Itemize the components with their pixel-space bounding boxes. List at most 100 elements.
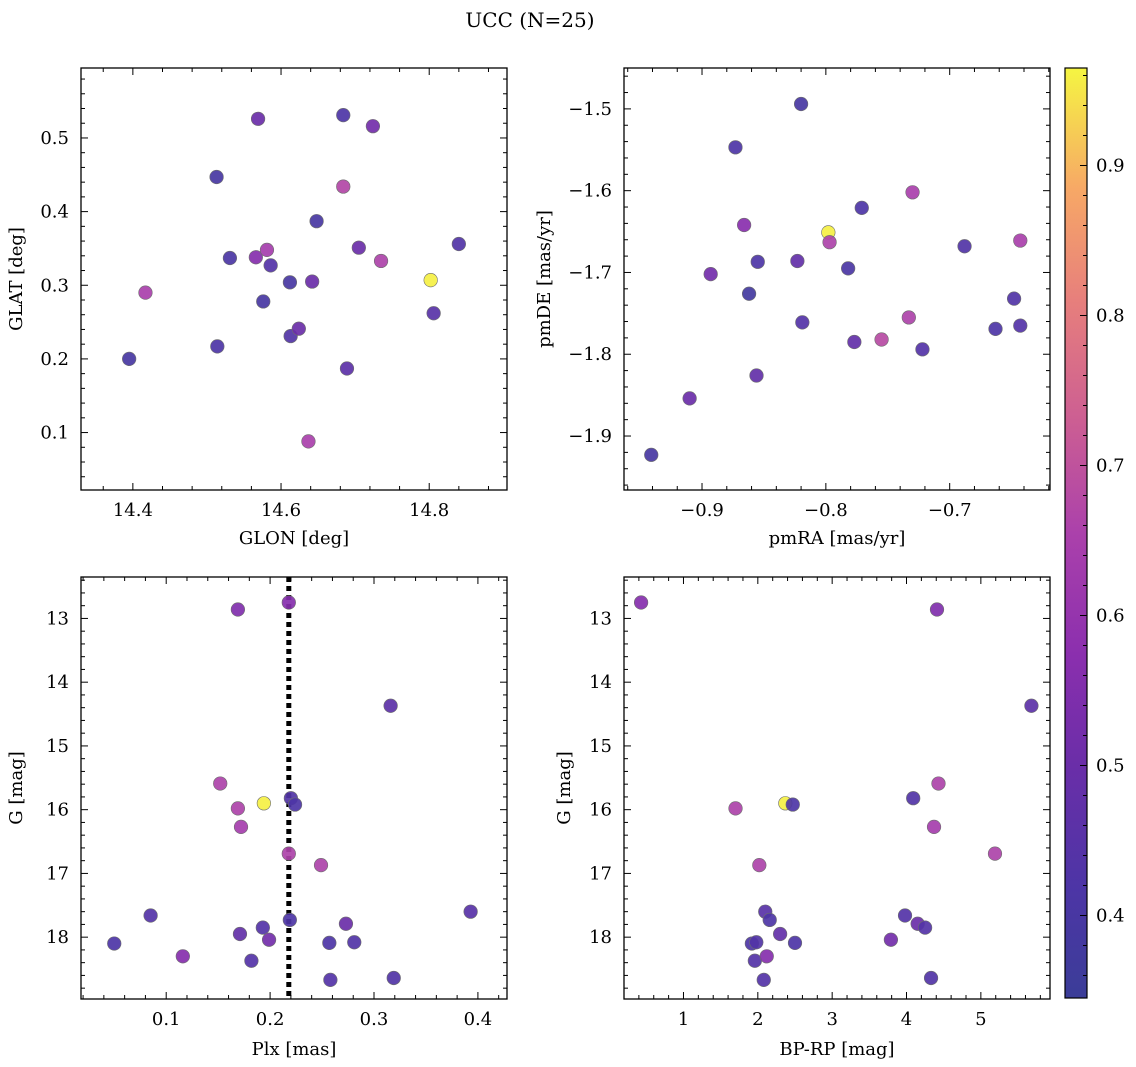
- colorbar-gradient: [1064, 67, 1088, 999]
- scatter-point: [854, 200, 869, 215]
- scatter-point: [749, 368, 764, 383]
- y-tick-label: 17: [589, 863, 612, 884]
- scatter-point: [281, 595, 296, 610]
- y-tick-label: 0.1: [40, 423, 69, 444]
- scatter-point: [905, 185, 920, 200]
- y-axis-label: G [mag]: [6, 751, 27, 824]
- x-axis-label: pmRA [mas/yr]: [769, 528, 906, 549]
- plot-frame: [80, 67, 508, 491]
- scatter-point: [281, 846, 296, 861]
- scatter-point: [313, 858, 329, 873]
- scatter-point: [213, 776, 228, 791]
- scatter-point: [232, 926, 248, 942]
- x-tick-label: −0.8: [804, 500, 848, 521]
- scatter-point: [752, 858, 767, 873]
- scatter-point: [143, 908, 158, 923]
- scatter-point: [451, 236, 466, 252]
- scatter-point: [785, 797, 800, 812]
- scatter-point: [250, 111, 266, 126]
- scatter-point: [1006, 291, 1022, 306]
- scatter-point: [728, 140, 743, 155]
- scatter-point: [175, 949, 190, 964]
- x-tick-label: −0.9: [680, 500, 724, 521]
- scatter-point: [633, 595, 649, 610]
- scatter-point: [309, 214, 324, 229]
- scatter-point: [122, 351, 137, 367]
- y-tick-label: 14: [589, 672, 612, 693]
- colorbar-ticks: 0.4 0.5 0.6 0.7 0.8 0.9: [1080, 75, 1125, 976]
- scatter-point: [233, 819, 249, 834]
- scatter-point: [255, 920, 270, 935]
- plot-frame: [623, 576, 1051, 1000]
- y-tick-label: 13: [589, 608, 612, 629]
- scatter-point: [1024, 698, 1039, 713]
- scatter-point: [107, 936, 122, 951]
- scatter-point: [847, 334, 862, 350]
- scatter-point: [339, 361, 355, 376]
- y-tick-label: 17: [46, 863, 69, 884]
- y-tick-label: 13: [46, 608, 69, 629]
- scatter-point: [795, 315, 810, 330]
- y-tick-label: 16: [589, 800, 612, 821]
- x-tick-label: 4: [901, 1009, 912, 1030]
- scatter-point: [1013, 233, 1028, 248]
- scatter-point: [463, 904, 478, 919]
- x-axis-label: BP-RP [mag]: [779, 1039, 894, 1060]
- scatter-point: [263, 258, 278, 273]
- scatter-point: [210, 339, 225, 354]
- scatter-point: [244, 953, 259, 968]
- scatter-point: [897, 908, 913, 923]
- scatter-point: [987, 846, 1003, 861]
- x-tick-label: 0.2: [256, 1009, 285, 1030]
- scatter-point: [957, 239, 972, 254]
- x-tick-label: 0.4: [464, 1009, 493, 1030]
- scatter-point: [138, 285, 153, 300]
- scatter-point: [301, 434, 316, 449]
- scatter-point: [883, 932, 899, 947]
- scatter-point: [988, 321, 1003, 336]
- scatter-point: [230, 602, 245, 617]
- scatter-point: [822, 235, 837, 250]
- scatter-point: [259, 242, 275, 258]
- plot-frame: [80, 576, 508, 1000]
- y-tick-label: −1.5: [568, 99, 612, 120]
- x-tick-label: 14.4: [113, 500, 153, 521]
- panel-bprp-g: 1 2 3 4 5 13 14 15 16 17 18 BP-RP [mag] G [mag]: [554, 576, 1051, 1060]
- y-tick-label: 18: [589, 927, 612, 948]
- y-tick-label: −1.7: [568, 262, 612, 283]
- scatter-point: [282, 912, 297, 928]
- x-tick-label: 3: [826, 1009, 837, 1030]
- scatter-point: [906, 791, 921, 806]
- y-tick-label: 16: [46, 800, 69, 821]
- scatter-point: [347, 935, 362, 950]
- scatter-point: [841, 261, 856, 276]
- scatter-point: [230, 801, 245, 816]
- scatter-point: [287, 797, 303, 812]
- y-axis-label: GLAT [deg]: [6, 227, 27, 331]
- figure-title: UCC (N=25): [465, 8, 594, 32]
- colorbar-tick-label: 0.9: [1096, 156, 1125, 177]
- scatter-point: [365, 119, 381, 134]
- x-axis-label: GLON [deg]: [239, 528, 349, 549]
- scatter-point: [248, 250, 263, 265]
- panel-plx-g: 0.1 0.2 0.3 0.4 13 14 15 16 17 18 Plx [mas] G [mag]: [6, 576, 508, 1060]
- scatter-point: [291, 321, 306, 336]
- scatter-point: [923, 970, 939, 986]
- scatter-point: [336, 179, 351, 194]
- scatter-point: [931, 776, 946, 791]
- y-tick-label: −1.6: [568, 181, 612, 202]
- scatter-point: [256, 796, 271, 811]
- scatter-point: [423, 273, 438, 288]
- x-tick-label: 14.8: [409, 500, 449, 521]
- scatter-point: [373, 253, 389, 269]
- scatter-point: [759, 949, 774, 964]
- scatter-point: [749, 935, 764, 950]
- scatter-point: [762, 912, 777, 928]
- scatter-point: [929, 602, 945, 617]
- scatter-point: [383, 698, 398, 713]
- x-tick-label: 5: [975, 1009, 986, 1030]
- x-tick-label: 14.6: [261, 500, 301, 521]
- x-tick-label: −0.7: [928, 500, 972, 521]
- y-tick-label: 0.4: [40, 202, 69, 223]
